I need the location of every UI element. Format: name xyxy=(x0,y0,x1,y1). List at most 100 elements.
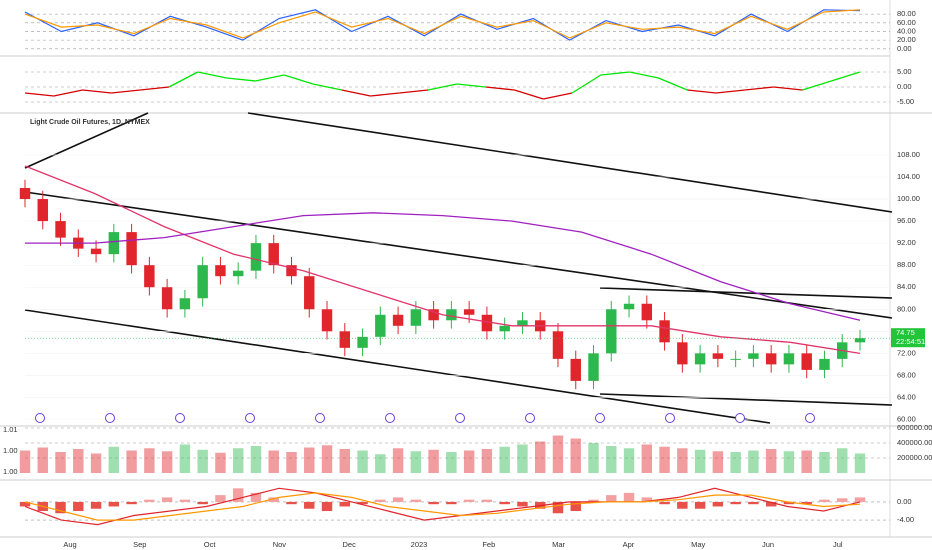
momentum-segment xyxy=(600,71,630,76)
y-tick-label: 0.00 xyxy=(897,497,912,506)
volume-bar xyxy=(570,438,581,473)
volume-bar xyxy=(819,452,830,473)
momentum-segment xyxy=(658,77,688,91)
y-tick-label: 40.00 xyxy=(897,26,916,35)
y-tick-label: 64.00 xyxy=(897,392,916,401)
volume-bar xyxy=(588,443,599,473)
macd-histogram-bar xyxy=(304,501,315,509)
candle-body xyxy=(517,320,528,326)
event-icon xyxy=(735,413,745,423)
macd-histogram-bar xyxy=(268,497,279,502)
macd-histogram-bar xyxy=(765,501,777,507)
macd-histogram-bar xyxy=(730,501,741,505)
volume-bar xyxy=(197,449,208,473)
volume-bar xyxy=(410,451,422,473)
candle-body xyxy=(161,287,173,310)
volume-bar xyxy=(73,449,84,473)
macd-histogram-bar xyxy=(375,499,386,502)
candle-body xyxy=(606,309,617,354)
volume-bar xyxy=(428,449,439,473)
indicator-line xyxy=(24,492,861,521)
momentum-segment xyxy=(571,74,602,94)
left-axis-label: 1.00 xyxy=(3,446,18,455)
event-icon xyxy=(595,413,605,423)
y-tick-label: 60.00 xyxy=(897,18,916,27)
volume-bar xyxy=(534,441,546,473)
momentum-segment xyxy=(226,77,256,82)
x-tick-label: Feb xyxy=(482,540,495,549)
momentum-segment xyxy=(140,86,170,91)
candle-body xyxy=(90,248,102,255)
candle-body xyxy=(552,331,564,359)
y-tick-label: 0.00 xyxy=(897,82,912,91)
momentum-segment xyxy=(456,83,486,88)
candle-body xyxy=(108,232,120,255)
volume-bar xyxy=(837,448,848,473)
momentum-segment xyxy=(427,83,458,91)
macd-histogram-bar xyxy=(570,501,581,511)
macd-histogram-bar xyxy=(677,501,688,509)
momentum-segment xyxy=(341,89,371,97)
momentum-segment xyxy=(312,83,342,91)
x-tick-label: Dec xyxy=(343,540,357,549)
momentum-segment xyxy=(82,89,112,94)
volume-bar xyxy=(375,454,386,473)
macd-histogram-bar xyxy=(819,499,830,502)
volume-bar xyxy=(19,450,31,473)
volume-bar xyxy=(161,451,173,473)
volume-bar xyxy=(783,451,795,473)
event-icon xyxy=(385,413,395,423)
volume-bar xyxy=(304,447,315,473)
macd-histogram-bar xyxy=(748,501,759,505)
volume-bar xyxy=(677,448,688,473)
volume-bar xyxy=(108,446,120,473)
y-tick-label: 92.00 xyxy=(897,238,916,247)
x-tick-label: Nov xyxy=(273,540,287,549)
candle-body xyxy=(144,265,155,288)
macd-histogram-bar xyxy=(55,501,66,514)
y-tick-label: 96.00 xyxy=(897,216,916,225)
y-tick-label: 20.00 xyxy=(897,35,916,44)
y-tick-label: 84.00 xyxy=(897,282,916,291)
momentum-segment xyxy=(197,71,227,79)
candle-body xyxy=(357,336,368,348)
volume-bar xyxy=(392,448,404,473)
candle-body xyxy=(197,265,208,299)
candle-body xyxy=(375,314,386,337)
macd-histogram-bar xyxy=(517,501,528,507)
volume-bar xyxy=(463,450,475,473)
momentum-segment xyxy=(514,89,544,100)
event-icon xyxy=(805,413,815,423)
candle-body xyxy=(179,298,191,310)
y-tick-label: -4.00 xyxy=(897,515,914,524)
y-tick-label: -5.00 xyxy=(897,97,914,106)
macd-histogram-bar xyxy=(694,501,706,509)
volume-bar xyxy=(268,450,279,473)
macd-histogram-bar xyxy=(463,499,475,502)
volume-bar xyxy=(517,444,528,473)
y-tick-label: 0.00 xyxy=(897,44,912,53)
volume-bar xyxy=(446,452,457,473)
left-axis-label: 1.00 xyxy=(3,467,18,476)
volume-bar xyxy=(144,448,155,473)
macd-histogram-bar xyxy=(606,495,617,502)
macd-histogram-bar xyxy=(837,498,848,502)
x-tick-label: Sep xyxy=(133,540,146,549)
candle-body xyxy=(215,265,226,277)
volume-bar xyxy=(712,451,724,473)
event-icon xyxy=(665,413,675,423)
macd-histogram-bar xyxy=(410,499,422,502)
x-tick-label: Jul xyxy=(833,540,843,549)
macd-histogram-bar xyxy=(108,501,120,507)
y-tick-label: 68.00 xyxy=(897,370,916,379)
macd-histogram-bar xyxy=(801,501,812,505)
event-icon xyxy=(525,413,535,423)
momentum-segment xyxy=(629,71,659,79)
momentum-segment xyxy=(831,71,861,82)
y-tick-label: 600000.00 xyxy=(897,423,932,432)
candle-body xyxy=(783,353,795,365)
macd-histogram-bar xyxy=(623,492,635,502)
y-tick-label: 88.00 xyxy=(897,260,916,269)
volume-bar xyxy=(126,450,137,473)
